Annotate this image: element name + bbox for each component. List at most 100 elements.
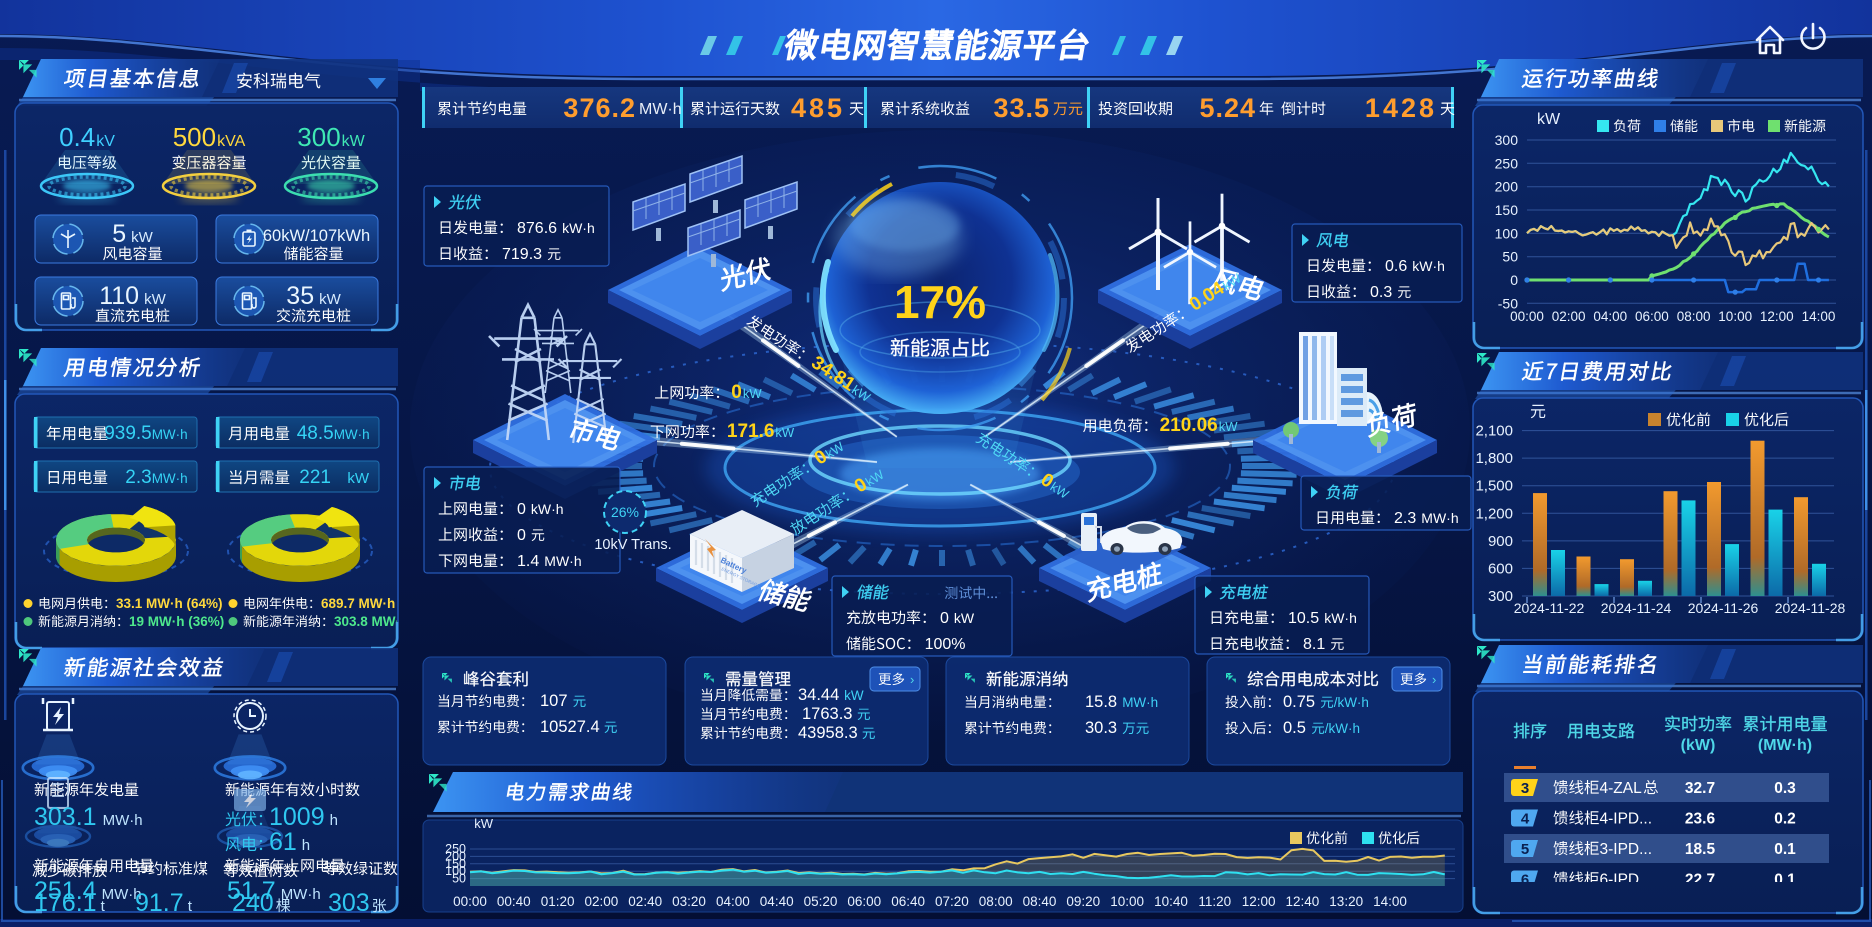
svg-text:1428: 1428 [1365,93,1437,123]
svg-text:10:00: 10:00 [1718,309,1752,324]
svg-text:kW·h: kW·h [531,501,564,517]
svg-text:t: t [101,898,106,915]
svg-text:MW·h: MW·h [102,886,142,903]
svg-text:5.24: 5.24 [1199,93,1256,123]
svg-text:50: 50 [1502,249,1518,265]
svg-text:04:00: 04:00 [1593,309,1627,324]
svg-text:719.3: 719.3 [502,246,542,263]
svg-text:kV: kV [96,133,115,150]
svg-text:4-IPD...: 4-IPD... [1600,811,1653,828]
svg-text:33.5: 33.5 [993,93,1050,123]
svg-text:kW: kW [342,133,366,150]
svg-text:4-ZAL: 4-ZAL [1600,780,1643,797]
svg-text:1,800: 1,800 [1475,450,1513,467]
svg-text:0.3: 0.3 [1370,284,1392,301]
svg-text:251.4: 251.4 [34,877,97,905]
svg-text:1,500: 1,500 [1475,478,1513,495]
svg-text:MW·h: MW·h [544,553,581,569]
svg-text:13:20: 13:20 [1329,894,1363,909]
svg-text:6-IPD: 6-IPD [1600,872,1640,889]
svg-text:/kW·h: /kW·h [1325,721,1360,736]
svg-text:10:00: 10:00 [1110,894,1144,909]
svg-text:150: 150 [1495,202,1519,218]
svg-text:-50: -50 [1498,295,1518,311]
svg-text:0: 0 [517,501,526,518]
svg-text:08:00: 08:00 [1677,309,1711,324]
svg-text:110: 110 [99,282,139,310]
svg-text:kW: kW [775,425,795,440]
svg-text:176.1: 176.1 [34,889,97,917]
svg-text:00:40: 00:40 [497,894,531,909]
svg-text:8.1: 8.1 [1303,636,1325,653]
svg-text:210.06: 210.06 [1160,415,1218,436]
svg-text:2024-11-26: 2024-11-26 [1688,600,1759,616]
svg-text:3-IPD...: 3-IPD... [1600,841,1653,858]
svg-text:250: 250 [1495,155,1519,171]
svg-text:06:00: 06:00 [847,894,881,909]
svg-text:303: 303 [328,889,370,917]
svg-text:MW·h: MW·h [639,101,682,118]
svg-text:240: 240 [232,889,274,917]
svg-text:kW: kW [1219,419,1239,434]
svg-text:303.8 MW·h (31%): 303.8 MW·h (31%) [334,614,448,629]
svg-text:2024-11-28: 2024-11-28 [1775,600,1846,616]
svg-text:23.6: 23.6 [1685,811,1716,828]
svg-text:60kW/107kWh: 60kW/107kWh [263,227,370,245]
svg-text:MW·h: MW·h [152,471,188,486]
svg-text:5: 5 [1521,841,1529,858]
svg-text:MW·h: MW·h [1122,695,1158,710]
svg-text:06:00: 06:00 [1635,309,1669,324]
svg-text:MW·h: MW·h [103,812,143,829]
svg-text:6: 6 [1521,872,1529,889]
svg-text:0: 0 [731,382,742,403]
svg-text:939.5: 939.5 [104,423,152,444]
svg-text:2024-11-24: 2024-11-24 [1601,600,1672,616]
svg-text:689.7 MW·h (69%): 689.7 MW·h (69%) [321,596,435,611]
svg-text:04:00: 04:00 [716,894,750,909]
svg-text:10:40: 10:40 [1154,894,1188,909]
svg-text:0: 0 [1510,272,1518,288]
svg-text:35: 35 [286,282,314,310]
svg-text:4: 4 [1521,811,1530,828]
svg-text:MW·h: MW·h [281,886,321,903]
svg-text:100: 100 [1495,225,1519,241]
svg-text:107: 107 [540,692,568,710]
svg-text:›: › [1432,672,1436,687]
svg-text:200: 200 [445,849,466,863]
svg-text:12:00: 12:00 [1242,894,1276,909]
svg-text:1009: 1009 [269,803,325,831]
svg-text:01:20: 01:20 [541,894,575,909]
svg-text:500: 500 [173,122,216,152]
svg-text:04:40: 04:40 [760,894,794,909]
svg-text:14:00: 14:00 [1802,309,1836,324]
svg-text:10kV Trans.: 10kV Trans. [594,537,671,553]
svg-text:51.7: 51.7 [227,877,276,905]
svg-text:876.6: 876.6 [517,220,557,237]
svg-text:200: 200 [1495,179,1519,195]
svg-text:11:20: 11:20 [1198,894,1231,909]
svg-text:10.5: 10.5 [1288,610,1319,627]
svg-text:kW: kW [743,386,763,401]
svg-text:2,100: 2,100 [1475,423,1513,440]
svg-text:MW·h: MW·h [1421,510,1458,526]
svg-text:300: 300 [1488,588,1513,605]
svg-text:0.4: 0.4 [59,122,95,152]
svg-text:600: 600 [1488,560,1513,577]
svg-text:0.6: 0.6 [1385,258,1407,275]
svg-text:303.1: 303.1 [34,803,97,831]
svg-text:43958.3: 43958.3 [798,724,858,742]
svg-text:221: 221 [299,467,331,488]
svg-text:91.7: 91.7 [135,889,184,917]
svg-text:17%: 17% [894,276,986,328]
svg-text:kW: kW [131,229,154,246]
svg-text:t: t [188,898,193,915]
svg-text:kW: kW [319,291,342,308]
svg-text:kW: kW [954,610,975,626]
svg-text:02:00: 02:00 [1552,309,1586,324]
svg-text:MW·h: MW·h [152,427,188,442]
svg-text:15.8: 15.8 [1085,693,1117,711]
svg-text:08:00: 08:00 [979,894,1013,909]
svg-text:33.1 MW·h (64%): 33.1 MW·h (64%) [116,596,223,611]
svg-text:03:20: 03:20 [672,894,706,909]
svg-text:0: 0 [940,610,949,627]
